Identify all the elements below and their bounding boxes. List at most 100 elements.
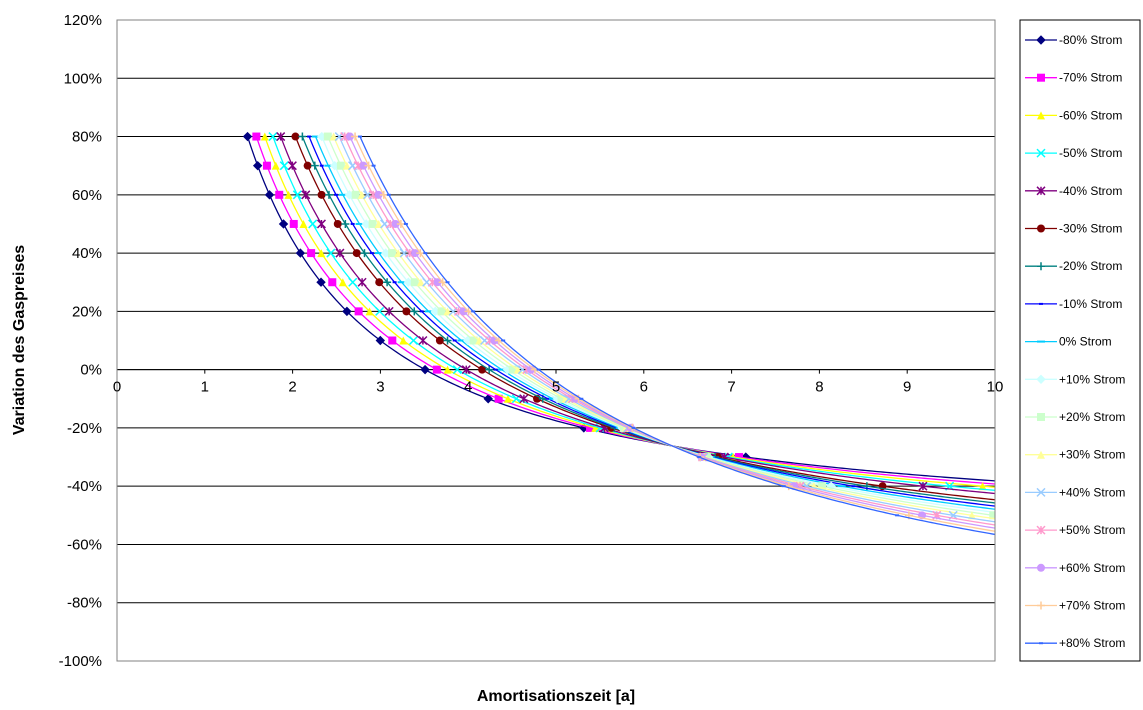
- data-point: [324, 190, 333, 199]
- legend-item: +80% Strom: [1025, 636, 1125, 650]
- data-point: [416, 249, 425, 258]
- legend-item: -20% Strom: [1025, 259, 1122, 273]
- data-point: [967, 511, 976, 520]
- y-tick-label: 40%: [72, 245, 102, 262]
- x-tick-label: 10: [987, 379, 1004, 396]
- data-point: [338, 193, 347, 196]
- legend-item: -60% Strom: [1025, 108, 1122, 122]
- data-point: [388, 336, 397, 345]
- y-tick-label: 80%: [72, 129, 102, 146]
- data-point: [781, 485, 786, 488]
- series-layer: [242, 131, 995, 536]
- legend-label: -30% Strom: [1059, 222, 1122, 236]
- data-point: [1037, 340, 1045, 343]
- y-axis-title: Variation des Gaspreises: [11, 245, 28, 435]
- data-point: [394, 249, 403, 258]
- series-line: [280, 136, 995, 495]
- data-point: [338, 278, 347, 287]
- data-point: [918, 481, 928, 491]
- legend-label: -40% Strom: [1059, 184, 1122, 198]
- data-point: [557, 394, 566, 403]
- legend-label: +50% Strom: [1059, 523, 1125, 537]
- data-point: [303, 161, 312, 170]
- data-point: [328, 278, 337, 287]
- legend-item: +50% Strom: [1025, 523, 1125, 537]
- data-point: [307, 135, 312, 138]
- data-point: [260, 132, 269, 141]
- data-point: [384, 306, 394, 316]
- data-point: [1037, 111, 1045, 120]
- data-point: [1037, 413, 1045, 421]
- data-point: [341, 219, 350, 228]
- data-point: [586, 423, 595, 432]
- data-point: [1037, 450, 1045, 459]
- gridlines: [116, 77, 996, 604]
- data-point: [445, 281, 450, 284]
- data-point: [501, 339, 506, 342]
- data-point: [443, 365, 452, 374]
- data-point: [419, 310, 424, 313]
- legend-label: +80% Strom: [1059, 636, 1125, 650]
- data-point: [1036, 487, 1046, 497]
- data-point: [1036, 525, 1046, 535]
- data-point: [396, 219, 405, 228]
- data-point: [351, 190, 360, 199]
- data-point: [357, 190, 366, 199]
- data-point: [335, 248, 345, 258]
- data-point: [410, 278, 419, 287]
- data-point: [437, 307, 446, 316]
- y-tick-label: 60%: [72, 187, 102, 204]
- data-point: [264, 190, 275, 200]
- y-tick-label: -60%: [67, 536, 102, 553]
- data-point: [1036, 35, 1046, 45]
- data-point: [424, 310, 433, 313]
- data-point: [1037, 224, 1045, 233]
- legend-item: +60% Strom: [1025, 561, 1125, 575]
- x-tick-labels: 0 1 2 3 4 5 6 7 8 9 10: [113, 379, 1004, 396]
- data-point: [359, 161, 368, 170]
- data-point: [1039, 302, 1043, 305]
- data-point: [311, 135, 320, 138]
- data-point: [461, 365, 471, 375]
- data-point: [374, 190, 383, 199]
- data-point: [364, 161, 373, 170]
- legend-label: -80% Strom: [1059, 33, 1122, 47]
- data-point: [469, 336, 478, 345]
- data-point: [301, 190, 311, 200]
- data-point: [978, 482, 987, 491]
- y-tick-labels: -100% -80% -60% -40% -20% 0% 20% 40% 60% 80% 100% 1…: [59, 12, 102, 670]
- series-2: [260, 132, 995, 491]
- legend-item: +70% Strom: [1025, 599, 1125, 613]
- data-point: [371, 164, 376, 167]
- data-point: [336, 161, 345, 170]
- data-point: [365, 307, 374, 316]
- data-point: [279, 161, 289, 171]
- data-point: [536, 368, 541, 371]
- legend-label: -20% Strom: [1059, 259, 1122, 273]
- y-tick-label: 100%: [64, 70, 102, 87]
- data-point: [386, 193, 391, 196]
- data-point: [471, 310, 476, 313]
- data-point: [416, 278, 425, 287]
- data-point: [355, 222, 364, 225]
- data-point: [268, 132, 278, 142]
- x-tick-label: 3: [376, 379, 384, 396]
- data-point: [784, 482, 793, 491]
- data-point: [433, 278, 442, 287]
- data-point: [360, 249, 369, 258]
- data-point: [1036, 148, 1046, 158]
- data-point: [503, 394, 512, 403]
- legend-box: [1019, 19, 1141, 662]
- data-point: [326, 248, 336, 258]
- data-point: [324, 164, 333, 167]
- data-point: [493, 368, 498, 371]
- legend-item: 0% Strom: [1025, 335, 1112, 349]
- data-point: [418, 335, 428, 346]
- x-tick-label: 0: [113, 379, 121, 396]
- data-point: [374, 219, 383, 228]
- data-point: [388, 249, 397, 258]
- y-tick-label: -40%: [67, 478, 102, 495]
- data-point: [295, 248, 306, 258]
- data-point: [348, 277, 358, 287]
